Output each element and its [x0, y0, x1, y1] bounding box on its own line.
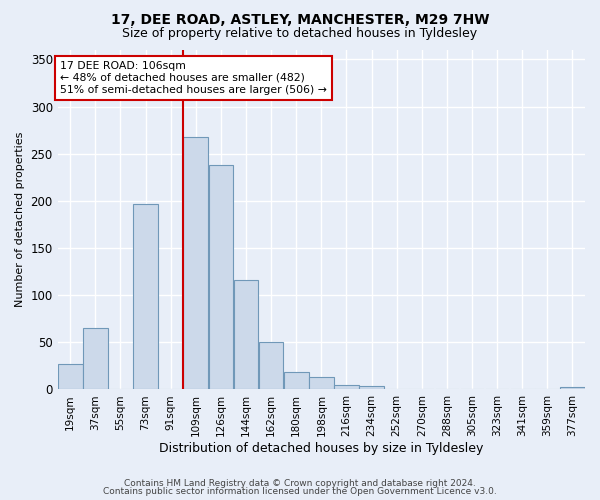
Bar — [233, 280, 259, 390]
Bar — [209, 165, 233, 390]
Bar — [309, 377, 334, 390]
Bar — [58, 364, 83, 390]
Bar — [334, 384, 359, 390]
Text: 17, DEE ROAD, ASTLEY, MANCHESTER, M29 7HW: 17, DEE ROAD, ASTLEY, MANCHESTER, M29 7H… — [111, 12, 489, 26]
Bar — [184, 137, 208, 390]
Text: Contains HM Land Registry data © Crown copyright and database right 2024.: Contains HM Land Registry data © Crown c… — [124, 478, 476, 488]
X-axis label: Distribution of detached houses by size in Tyldesley: Distribution of detached houses by size … — [159, 442, 484, 455]
Y-axis label: Number of detached properties: Number of detached properties — [15, 132, 25, 308]
Text: 17 DEE ROAD: 106sqm
← 48% of detached houses are smaller (482)
51% of semi-detac: 17 DEE ROAD: 106sqm ← 48% of detached ho… — [60, 62, 327, 94]
Bar — [259, 342, 283, 390]
Text: Contains public sector information licensed under the Open Government Licence v3: Contains public sector information licen… — [103, 487, 497, 496]
Bar — [133, 204, 158, 390]
Bar — [83, 328, 107, 390]
Bar — [409, 388, 434, 390]
Text: Size of property relative to detached houses in Tyldesley: Size of property relative to detached ho… — [122, 28, 478, 40]
Bar — [560, 386, 585, 390]
Bar — [359, 386, 384, 390]
Bar — [284, 372, 308, 390]
